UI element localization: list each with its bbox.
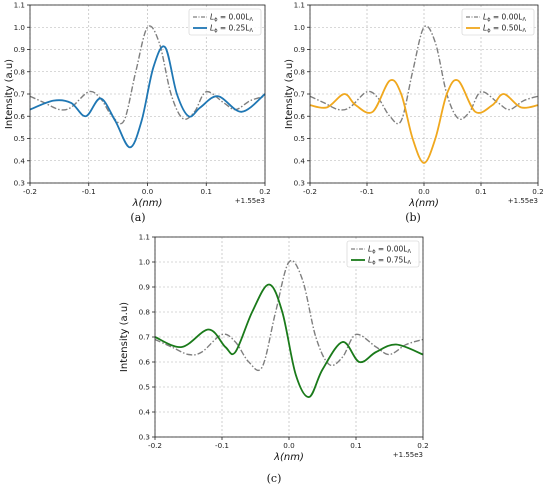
y-tick-label: 0.8 xyxy=(139,308,151,317)
y-tick-label: 0.4 xyxy=(139,408,151,417)
y-tick-label: 1.1 xyxy=(139,233,150,242)
x-tick-label: -0.2 xyxy=(303,187,317,196)
x-tick-label: 0.0 xyxy=(283,441,295,450)
legend-entry-label: Lϕ = 0.00LΛ xyxy=(210,13,253,24)
y-tick-label: 0.6 xyxy=(14,112,26,121)
x-tick-label: -0.1 xyxy=(215,441,229,450)
y-tick-label: 0.7 xyxy=(294,90,305,99)
y-tick-label: 0.6 xyxy=(139,358,151,367)
y-tick-label: 1.1 xyxy=(294,1,305,10)
x-tick-label: 0.0 xyxy=(418,187,430,196)
x-tick-label: 0.2 xyxy=(259,187,270,196)
y-tick-label: 1.0 xyxy=(14,23,26,32)
legend-entry-label: Lϕ = 0.00LΛ xyxy=(368,245,411,256)
legend-entry-label: Lϕ = 0.75LΛ xyxy=(368,256,411,267)
legend-entry-label: Lϕ = 0.00LΛ xyxy=(483,13,526,24)
x-offset-text: +1.55e3 xyxy=(393,451,423,459)
y-tick-label: 0.5 xyxy=(139,383,150,392)
y-tick-label: 0.8 xyxy=(14,67,26,76)
x-tick-label: 0.2 xyxy=(532,187,543,196)
x-tick-label: 0.2 xyxy=(417,441,428,450)
series-line-1 xyxy=(154,259,424,372)
y-tick-label: 1.0 xyxy=(139,258,151,267)
legend-entry-label: Lϕ = 0.25LΛ xyxy=(210,24,253,35)
series-line-2 xyxy=(309,79,539,164)
x-axis-label: λ(nm) xyxy=(273,452,304,463)
panel-caption: (c) xyxy=(267,472,282,485)
y-axis-label: Intensity (a.u) xyxy=(119,302,130,372)
panel-caption: (b) xyxy=(405,211,421,224)
y-axis-label: Intensity (a.u) xyxy=(4,59,15,129)
legend-entry-label: Lϕ = 0.50LΛ xyxy=(483,24,526,35)
y-tick-label: 0.4 xyxy=(14,156,26,165)
chart-panel-3: 0.3 0.4 0.5 0.6 0.7 0.8 0.9 1.0 1.1 -0.2 -0.1 0.0 0.… xyxy=(119,233,429,486)
x-tick-label: -0.1 xyxy=(360,187,374,196)
y-tick-label: 0.7 xyxy=(139,333,150,342)
x-offset-text: +1.55e3 xyxy=(235,197,265,205)
x-tick-label: 0.1 xyxy=(350,441,361,450)
panel-caption: (a) xyxy=(130,211,145,224)
y-tick-label: 0.3 xyxy=(294,179,305,188)
x-tick-label: -0.2 xyxy=(23,187,37,196)
x-axis-label: λ(nm) xyxy=(408,198,439,209)
y-tick-label: 0.4 xyxy=(294,156,306,165)
y-tick-label: 0.5 xyxy=(294,134,305,143)
x-tick-label: 0.0 xyxy=(142,187,154,196)
x-offset-text: +1.55e3 xyxy=(508,197,538,205)
series-line-2 xyxy=(29,45,266,149)
series-line-2 xyxy=(154,283,424,398)
chart-panel-2: 0.3 0.4 0.5 0.6 0.7 0.8 0.9 1.0 1.1 -0.2 -0.1 0.0 0.… xyxy=(284,1,544,225)
y-tick-label: 0.3 xyxy=(139,433,150,442)
y-tick-label: 1.1 xyxy=(14,1,25,10)
chart-panel-1: 0.3 0.4 0.5 0.6 0.7 0.8 0.9 1.0 1.1 -0.2 -0.1 0.0 0.… xyxy=(4,1,271,225)
y-axis-label: Intensity (a.u) xyxy=(284,59,295,129)
y-tick-label: 0.5 xyxy=(14,134,25,143)
y-tick-label: 0.9 xyxy=(14,45,26,54)
y-tick-label: 0.9 xyxy=(139,283,151,292)
y-tick-label: 0.3 xyxy=(14,179,25,188)
y-tick-label: 1.0 xyxy=(294,23,306,32)
x-tick-label: 0.1 xyxy=(201,187,212,196)
y-tick-label: 0.8 xyxy=(294,67,306,76)
x-tick-label: 0.1 xyxy=(475,187,486,196)
x-tick-label: -0.1 xyxy=(82,187,96,196)
y-tick-label: 0.6 xyxy=(294,112,306,121)
y-tick-label: 0.9 xyxy=(294,45,306,54)
series-line-1 xyxy=(309,25,539,125)
x-axis-label: λ(nm) xyxy=(132,198,163,209)
x-tick-label: -0.2 xyxy=(148,441,162,450)
y-tick-label: 0.7 xyxy=(14,90,25,99)
